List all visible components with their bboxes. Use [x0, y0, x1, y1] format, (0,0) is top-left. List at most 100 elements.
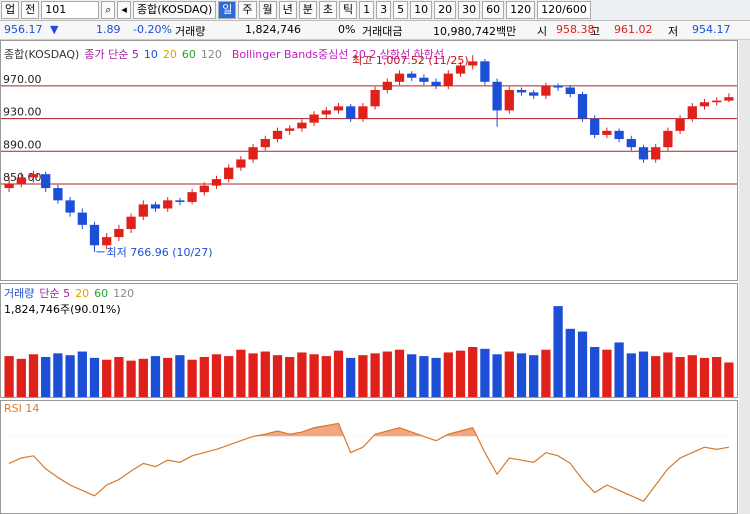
candle-body [577, 94, 588, 119]
period[interactable]: 주 [238, 1, 257, 19]
interval[interactable]: 60 [482, 1, 505, 19]
volume-bar [602, 349, 612, 397]
interval[interactable]: 30 [458, 1, 481, 19]
legend-ma: 종가 단순 5 [84, 48, 139, 61]
volume-bar [28, 354, 39, 397]
volume-bar [663, 352, 673, 397]
volume-bar [638, 351, 649, 397]
candle-body [699, 102, 710, 107]
volume-bar [346, 357, 356, 397]
volume-bar [407, 354, 417, 397]
volume-bar [651, 356, 661, 397]
candle-body [309, 114, 319, 123]
volume-bar [724, 362, 734, 397]
volume-bar [443, 352, 453, 397]
period[interactable]: 초 [318, 1, 338, 19]
volume-bar [150, 356, 161, 397]
rsi-legend: RSI 14 [4, 402, 44, 415]
candle-body [370, 89, 380, 107]
ma-period: 120 [200, 48, 222, 61]
volume-bar [102, 359, 112, 397]
volume-bar [163, 357, 173, 397]
volume-bar [114, 357, 124, 397]
search[interactable]: ⌕ [101, 1, 116, 19]
volume-bar [626, 353, 636, 397]
candle-body [297, 122, 307, 129]
volume-bar [175, 355, 185, 397]
volume-bar [687, 355, 697, 397]
code[interactable]: 101 [41, 1, 100, 19]
period[interactable]: 틱 [339, 1, 358, 19]
candle-body [480, 61, 490, 82]
candle-body [4, 183, 14, 189]
volume-bar [89, 357, 100, 397]
volume-legend-label: 거래량 [4, 287, 35, 300]
period[interactable]: 분 [298, 1, 317, 19]
interval[interactable]: 20 [434, 1, 457, 19]
candle-body [443, 73, 453, 86]
candle-body [260, 139, 270, 148]
candle-body [382, 81, 392, 90]
volume-label: 거래량 [175, 25, 206, 38]
price-panel [0, 40, 738, 281]
volume-bar [480, 348, 490, 397]
candle-body [614, 130, 624, 140]
candle-body [211, 179, 222, 186]
count[interactable]: 120/600 [537, 1, 591, 19]
candle-body [199, 185, 209, 193]
y-tick-label: 890.00 [3, 138, 42, 151]
period[interactable]: 일 [218, 1, 237, 19]
candle-body [138, 204, 148, 217]
high-label: 고 [590, 25, 601, 38]
volume-bar [309, 354, 319, 397]
candle-body [394, 73, 405, 82]
candle-body [419, 77, 429, 82]
volume-bar [712, 357, 722, 397]
volume-bar [16, 358, 26, 397]
candle-body [407, 73, 417, 78]
market[interactable]: 업 [1, 1, 20, 19]
candle-body [114, 228, 124, 238]
candle-body [16, 177, 26, 184]
interval[interactable]: 10 [410, 1, 433, 19]
candle-body [638, 147, 649, 160]
sound[interactable]: ◂ [117, 1, 131, 19]
arrow: ▼ [50, 23, 59, 36]
low-label: 저 [668, 25, 679, 38]
interval[interactable]: 120 [506, 1, 536, 19]
candle-body [28, 174, 39, 178]
candle-body [565, 87, 575, 95]
interval[interactable]: 3 [376, 1, 392, 19]
candle-body [272, 130, 283, 140]
volume-bar [541, 349, 551, 397]
candle-body [663, 130, 673, 148]
quote-bar: 956.17 ▼ 1.89 -0.20% 거래량 1,824,746 0% 거래… [0, 21, 750, 40]
period[interactable]: 년 [278, 1, 297, 19]
interval[interactable]: 1 [359, 1, 375, 19]
volume-bar [394, 349, 405, 397]
candle-body [126, 216, 136, 229]
name[interactable]: 종합(KOSDAQ) [132, 1, 217, 19]
volume-bar [138, 358, 148, 397]
interval[interactable]: 5 [393, 1, 409, 19]
volume-bar [53, 353, 63, 397]
period[interactable]: 월 [258, 1, 277, 19]
ma-period: 10 [143, 48, 158, 61]
change: 1.89 [96, 23, 121, 36]
change-pct: -0.20% [133, 23, 172, 36]
candle-body [431, 81, 441, 86]
candle-body [675, 118, 685, 131]
candle-body [187, 192, 197, 202]
scrollbar[interactable] [739, 40, 750, 514]
intervals: 1 3 5 10 20 30 60 120 [358, 0, 536, 19]
candle-body [590, 118, 600, 135]
mode[interactable]: 전 [21, 1, 40, 19]
volume-bar [419, 356, 429, 397]
amount-label: 거래대금 [362, 25, 403, 38]
volume-bar [321, 356, 331, 397]
volume-bar [529, 355, 539, 397]
candle-body [516, 89, 527, 93]
volume-bar [565, 328, 575, 397]
